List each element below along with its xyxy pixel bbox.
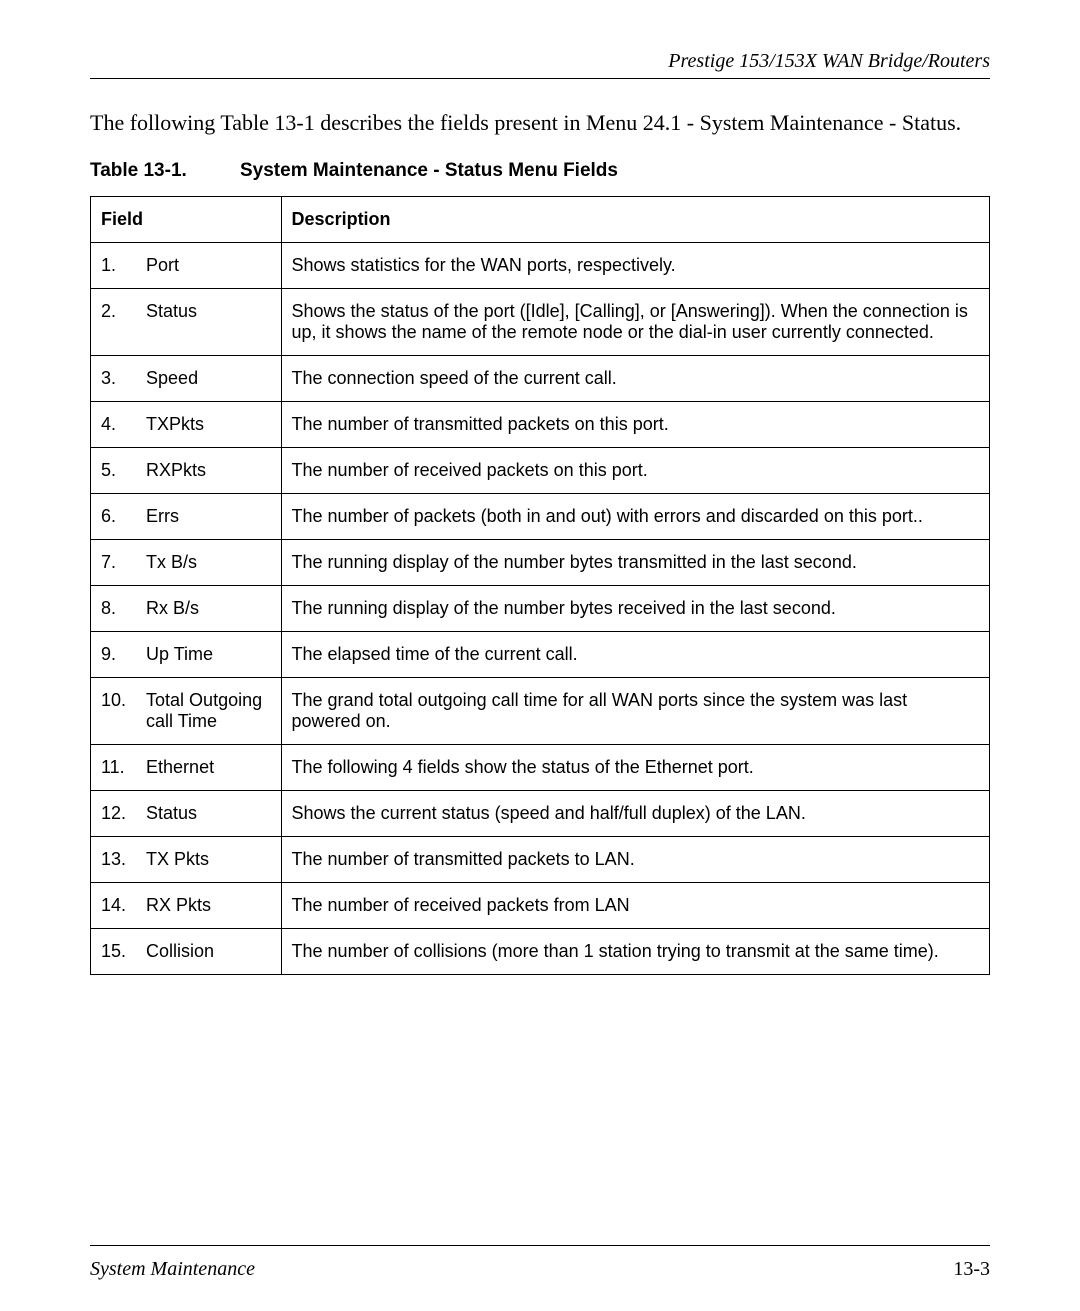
row-field-name: Status: [136, 790, 281, 836]
row-field-name: Tx B/s: [136, 539, 281, 585]
row-number: 2.: [91, 288, 137, 355]
row-number: 9.: [91, 631, 137, 677]
row-number: 10.: [91, 677, 137, 744]
row-field-name: RXPkts: [136, 447, 281, 493]
table-caption: Table 13-1. System Maintenance - Status …: [90, 160, 990, 182]
col-header-description: Description: [281, 196, 989, 242]
table-row: 12.StatusShows the current status (speed…: [91, 790, 990, 836]
row-description: The number of packets (both in and out) …: [281, 493, 989, 539]
row-description: The number of transmitted packets on thi…: [281, 401, 989, 447]
table-number: Table 13-1.: [90, 160, 240, 182]
table-row: 14.RX PktsThe number of received packets…: [91, 882, 990, 928]
row-description: Shows the current status (speed and half…: [281, 790, 989, 836]
page-footer: System Maintenance 13-3: [90, 1245, 990, 1281]
row-description: The following 4 fields show the status o…: [281, 744, 989, 790]
table-row: 11.EthernetThe following 4 fields show t…: [91, 744, 990, 790]
row-description: The number of transmitted packets to LAN…: [281, 836, 989, 882]
row-field-name: Collision: [136, 928, 281, 974]
intro-paragraph: The following Table 13-1 describes the f…: [90, 109, 990, 138]
col-header-field: Field: [91, 196, 282, 242]
row-number: 7.: [91, 539, 137, 585]
header-rule: Prestige 153/153X WAN Bridge/Routers: [90, 50, 990, 79]
row-number: 3.: [91, 355, 137, 401]
running-header: Prestige 153/153X WAN Bridge/Routers: [90, 50, 990, 73]
row-description: Shows statistics for the WAN ports, resp…: [281, 242, 989, 288]
table-row: 13.TX PktsThe number of transmitted pack…: [91, 836, 990, 882]
row-field-name: Total Outgoing call Time: [136, 677, 281, 744]
row-description: The number of received packets from LAN: [281, 882, 989, 928]
row-description: The elapsed time of the current call.: [281, 631, 989, 677]
table-row: 8.Rx B/sThe running display of the numbe…: [91, 585, 990, 631]
row-number: 8.: [91, 585, 137, 631]
table-row: 15.CollisionThe number of collisions (mo…: [91, 928, 990, 974]
row-field-name: Port: [136, 242, 281, 288]
row-field-name: Status: [136, 288, 281, 355]
table-row: 7.Tx B/sThe running display of the numbe…: [91, 539, 990, 585]
table-header-row: Field Description: [91, 196, 990, 242]
table-row: 2.StatusShows the status of the port ([I…: [91, 288, 990, 355]
footer-section-title: System Maintenance: [90, 1258, 255, 1281]
table-title: System Maintenance - Status Menu Fields: [240, 160, 618, 182]
row-description: The grand total outgoing call time for a…: [281, 677, 989, 744]
row-field-name: TXPkts: [136, 401, 281, 447]
row-field-name: Up Time: [136, 631, 281, 677]
table-row: 4.TXPktsThe number of transmitted packet…: [91, 401, 990, 447]
row-description: Shows the status of the port ([Idle], [C…: [281, 288, 989, 355]
row-description: The running display of the number bytes …: [281, 539, 989, 585]
table-row: 5.RXPktsThe number of received packets o…: [91, 447, 990, 493]
row-description: The connection speed of the current call…: [281, 355, 989, 401]
row-field-name: Speed: [136, 355, 281, 401]
row-field-name: Errs: [136, 493, 281, 539]
row-number: 11.: [91, 744, 137, 790]
row-number: 14.: [91, 882, 137, 928]
row-number: 4.: [91, 401, 137, 447]
table-row: 6.ErrsThe number of packets (both in and…: [91, 493, 990, 539]
row-number: 1.: [91, 242, 137, 288]
table-row: 9.Up TimeThe elapsed time of the current…: [91, 631, 990, 677]
row-field-name: RX Pkts: [136, 882, 281, 928]
status-fields-table: Field Description 1.PortShows statistics…: [90, 196, 990, 975]
row-field-name: Rx B/s: [136, 585, 281, 631]
row-description: The running display of the number bytes …: [281, 585, 989, 631]
page: Prestige 153/153X WAN Bridge/Routers The…: [0, 0, 1080, 1311]
row-field-name: Ethernet: [136, 744, 281, 790]
row-number: 13.: [91, 836, 137, 882]
row-number: 15.: [91, 928, 137, 974]
footer-page-number: 13-3: [953, 1258, 990, 1281]
table-row: 10.Total Outgoing call TimeThe grand tot…: [91, 677, 990, 744]
row-description: The number of collisions (more than 1 st…: [281, 928, 989, 974]
row-number: 5.: [91, 447, 137, 493]
table-row: 1.PortShows statistics for the WAN ports…: [91, 242, 990, 288]
row-description: The number of received packets on this p…: [281, 447, 989, 493]
row-number: 6.: [91, 493, 137, 539]
row-field-name: TX Pkts: [136, 836, 281, 882]
table-row: 3.SpeedThe connection speed of the curre…: [91, 355, 990, 401]
row-number: 12.: [91, 790, 137, 836]
